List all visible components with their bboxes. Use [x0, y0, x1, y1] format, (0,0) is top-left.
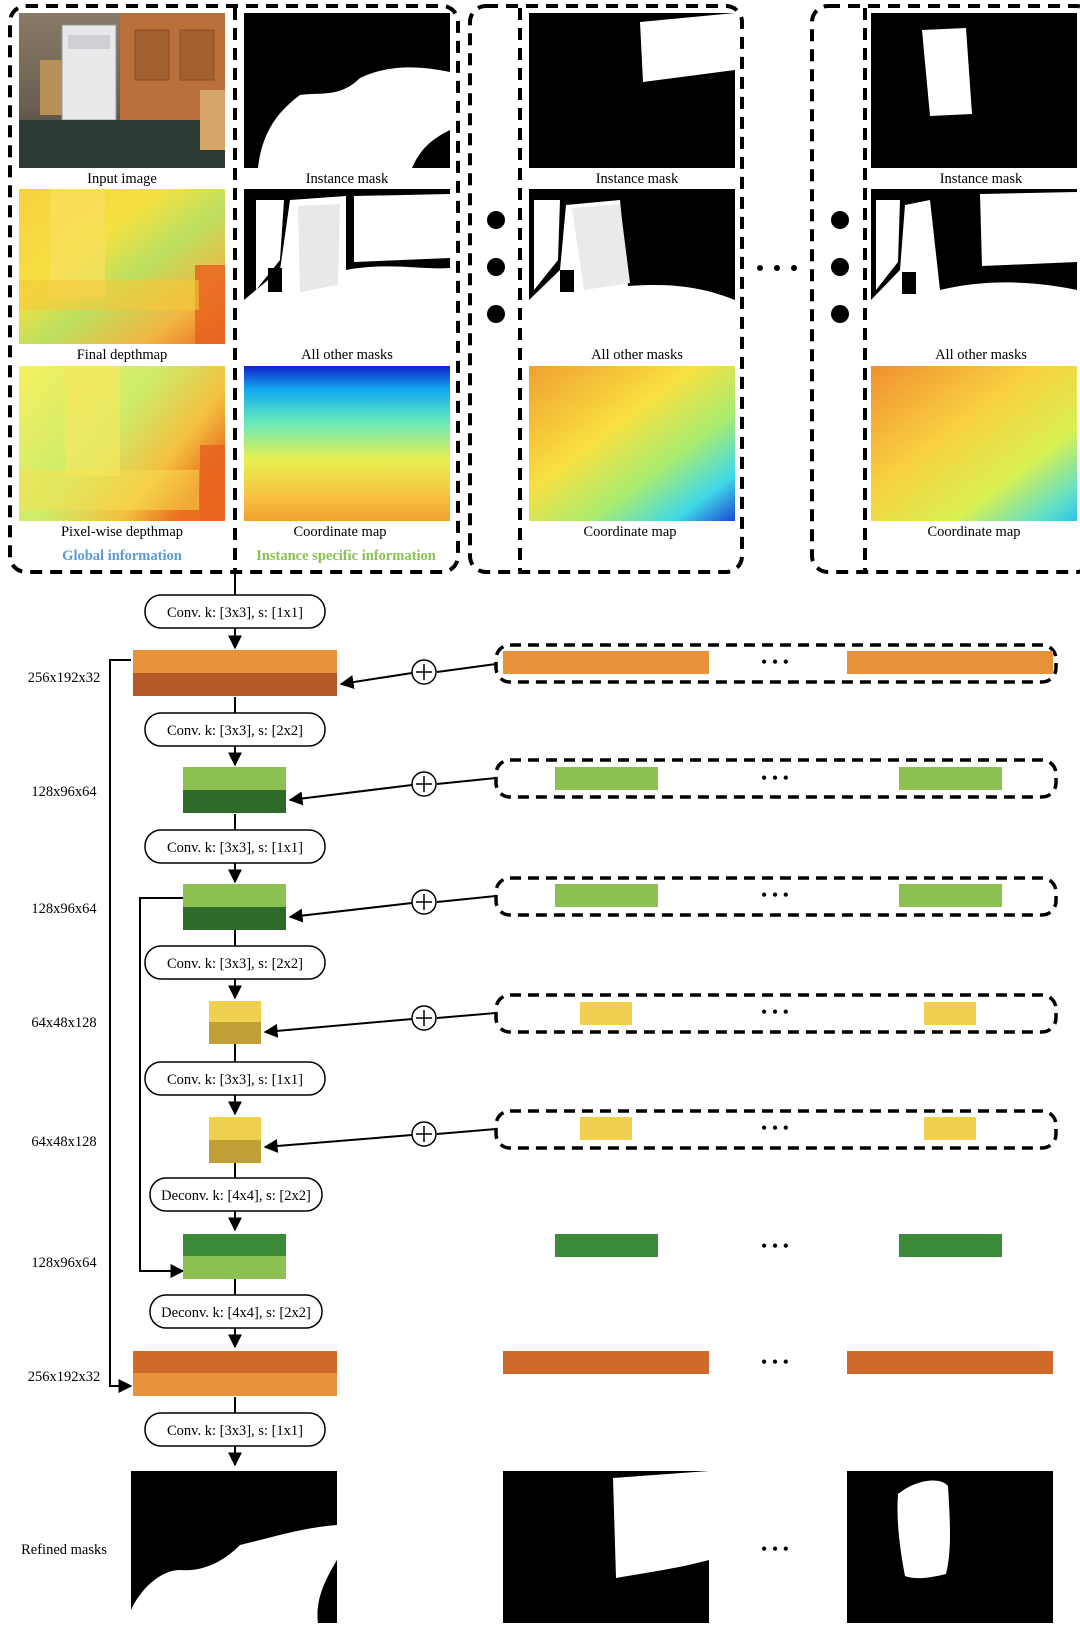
op-label-6: Deconv. k: [4x4], s: [2x2]: [161, 1305, 311, 1321]
caption-instance-mask-n: Instance mask: [940, 171, 1023, 187]
op-box-7: Conv. k: [3x3], s: [1x1]: [144, 1412, 326, 1447]
caption-input-image: Input image: [87, 171, 157, 187]
instance-features-5: [555, 1234, 1002, 1257]
coordinate-map-n: [871, 366, 1077, 521]
op-box-4: Conv. k: [3x3], s: [1x1]: [144, 1061, 326, 1096]
op-label-0: Conv. k: [3x3], s: [1x1]: [167, 605, 303, 621]
op-label-7: Conv. k: [3x3], s: [1x1]: [167, 1423, 303, 1439]
feature-block-6: [133, 1351, 337, 1396]
refined-mask-n: [847, 1471, 1053, 1623]
op-box-5: Deconv. k: [4x4], s: [2x2]: [149, 1177, 323, 1212]
sum-connector-2: [288, 889, 497, 923]
caption-all-other-masks-2: All other masks: [591, 347, 683, 363]
ellipsis-4: • • •: [761, 1118, 789, 1138]
op-box-6: Deconv. k: [4x4], s: [2x2]: [149, 1294, 323, 1329]
sum-connector-1: [288, 771, 497, 806]
feature-block-0: [133, 650, 337, 696]
sum-connector-3: [263, 1005, 497, 1038]
size-label-2: 128x96x64: [31, 901, 97, 917]
op-box-1: Conv. k: [3x3], s: [2x2]: [144, 712, 326, 747]
ellipsis-0: • • •: [761, 652, 789, 672]
pixelwise-depthmap: [19, 366, 225, 521]
instance-features-6: [503, 1351, 1053, 1374]
all-other-masks-2: [529, 189, 735, 344]
global-information-label: Global information: [62, 548, 182, 564]
input-image: [19, 13, 225, 168]
caption-coordinate-map-n: Coordinate map: [927, 524, 1020, 540]
final-depthmap: [19, 189, 225, 344]
size-label-1: 128x96x64: [31, 784, 97, 800]
instance-mask-n: [871, 13, 1077, 168]
op-label-3: Conv. k: [3x3], s: [2x2]: [167, 956, 303, 972]
refined-masks-label: Refined masks: [21, 1542, 107, 1558]
feature-block-4: [209, 1117, 261, 1163]
all-other-masks-n: [871, 189, 1077, 344]
caption-all-other-masks-1: All other masks: [301, 347, 393, 363]
instance-specific-information-label: Instance specific information: [256, 548, 436, 564]
op-label-4: Conv. k: [3x3], s: [1x1]: [167, 1072, 303, 1088]
sum-connector-0: [339, 659, 497, 689]
instance-mask-1: [244, 13, 450, 168]
size-label-3: 64x48x128: [31, 1015, 96, 1031]
op-box-2: Conv. k: [3x3], s: [1x1]: [144, 829, 326, 864]
caption-instance-mask-1: Instance mask: [306, 171, 389, 187]
op-label-1: Conv. k: [3x3], s: [2x2]: [167, 723, 303, 739]
ellipsis-7: • • •: [761, 1539, 789, 1559]
panel-separator-dots-2: [831, 211, 849, 323]
caption-coordinate-map-1: Coordinate map: [293, 524, 386, 540]
ellipsis-6: • • •: [761, 1352, 789, 1372]
caption-all-other-masks-n: All other masks: [935, 347, 1027, 363]
instance-panel-2: [468, 4, 744, 574]
coordinate-map-1: [244, 366, 450, 521]
refined-mask-1: [131, 1471, 337, 1623]
op-box-0: Conv. k: [3x3], s: [1x1]: [144, 594, 326, 629]
panel-ellipsis: [757, 265, 797, 271]
ellipsis-2: • • •: [761, 885, 789, 905]
feature-block-2: [183, 884, 286, 930]
feature-block-1: [183, 767, 286, 813]
refined-mask-2: [503, 1471, 709, 1623]
op-box-3: Conv. k: [3x3], s: [2x2]: [144, 945, 326, 980]
caption-pixelwise-depthmap: Pixel-wise depthmap: [61, 524, 183, 540]
sum-connector-4: [263, 1121, 497, 1153]
caption-coordinate-map-2: Coordinate map: [583, 524, 676, 540]
caption-instance-mask-2: Instance mask: [596, 171, 679, 187]
ellipsis-3: • • •: [761, 1002, 789, 1022]
instance-features-0: [494, 643, 1058, 684]
all-other-masks-1: [244, 189, 450, 344]
skip-connections: [109, 659, 185, 1393]
instance-mask-2: [529, 13, 735, 168]
ellipsis-5: • • •: [761, 1236, 789, 1256]
size-label-4: 64x48x128: [31, 1134, 96, 1150]
caption-final-depthmap: Final depthmap: [77, 347, 168, 363]
size-label-5: 128x96x64: [31, 1255, 97, 1271]
panel-separator-dots-1: [487, 211, 505, 323]
feature-block-3: [209, 1001, 261, 1044]
op-label-2: Conv. k: [3x3], s: [1x1]: [167, 840, 303, 856]
feature-block-5: [183, 1234, 286, 1279]
coordinate-map-2: [529, 366, 735, 521]
size-label-6: 256x192x32: [28, 1369, 101, 1385]
op-label-5: Deconv. k: [4x4], s: [2x2]: [161, 1188, 311, 1204]
instance-panel-n: [810, 4, 1080, 574]
ellipsis-1: • • •: [761, 768, 789, 788]
size-label-0: 256x192x32: [28, 670, 101, 686]
